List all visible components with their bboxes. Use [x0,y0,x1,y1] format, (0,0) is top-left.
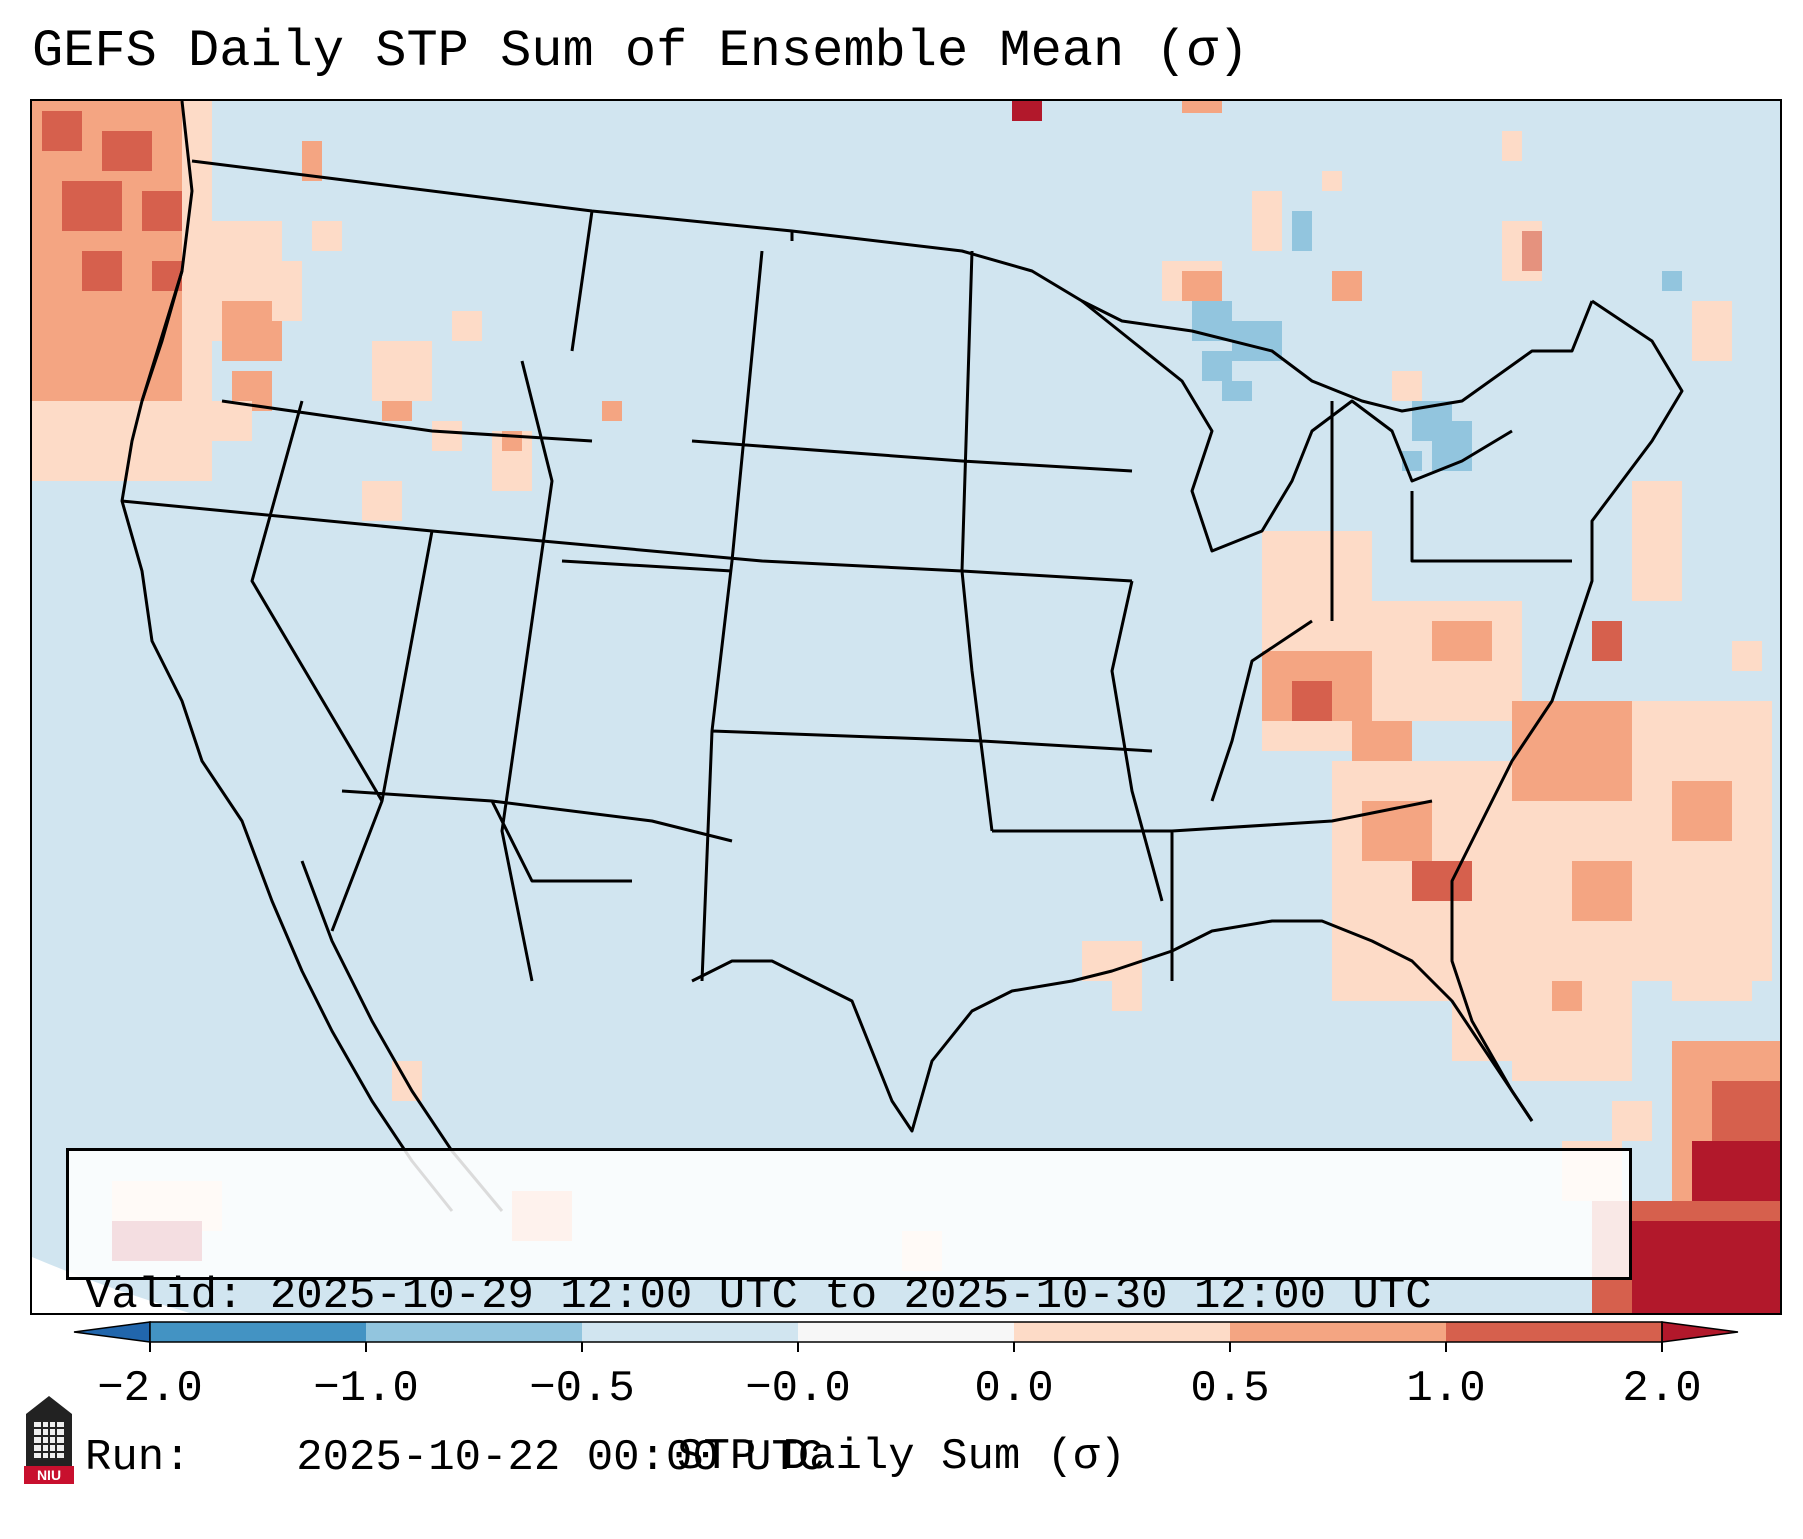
colorbar-bin [1230,1322,1447,1342]
valid-value: 2025-10-29 12:00 UTC to 2025-10-30 12:00… [269,1271,1432,1321]
colorbar-label: STP Daily Sum (σ) [677,1432,1126,1482]
east-coastline [1450,299,1684,1122]
run-value: 2025-10-22 00:00 UTC [296,1433,825,1483]
logo-text: NIU [37,1467,61,1483]
colorbar-extend-low [73,1321,151,1343]
anomaly-southeast [1082,481,1772,1081]
colorbar-bin [366,1322,583,1342]
anomaly-interior-west [312,221,622,521]
colorbar-outline [149,1321,1663,1343]
domain-fill [32,101,1780,1313]
validity-info-box: Valid: 2025-10-29 12:00 UTC to 2025-10-3… [66,1148,1632,1483]
map-title: GEFS Daily STP Sum of Ensemble Mean (σ) [32,22,1249,81]
run-label: Run: [85,1433,191,1483]
valid-label: Valid: [85,1271,244,1321]
great-lakes [1081,299,1513,553]
map-borders [120,101,1684,1212]
stp-map [32,101,1780,1313]
colorbar-extend-high [1661,1321,1739,1343]
colorbar-bin [582,1322,799,1342]
colorbar-bin [1014,1322,1231,1342]
colorbar-tick-label: 2.0 [1622,1364,1702,1414]
colorbar-tick-label: −0.0 [745,1364,851,1414]
state-lines [121,210,1572,982]
niu-logo: NIU [24,1396,74,1484]
gulf-coastline [691,919,1534,1133]
colorbar-tick-label: −1.0 [313,1364,419,1414]
colorbar [73,1321,1739,1352]
colorbar-tick-label: 0.0 [974,1364,1054,1414]
colorbar-tick-label: −2.0 [97,1364,203,1414]
map-panel[interactable] [30,99,1782,1315]
colorbar-bin [798,1322,1015,1342]
anomaly-great-lakes [1162,131,1732,471]
colorbar-bin [1446,1322,1663,1342]
colorbar-tick-label: 1.0 [1406,1364,1486,1414]
colorbar-bin [150,1322,367,1342]
us-canada-border [191,159,1594,413]
anomaly-pacific-northwest [32,101,322,481]
colorbar-tick-label: −0.5 [529,1364,635,1414]
colorbar-tick-label: 0.5 [1190,1364,1270,1414]
